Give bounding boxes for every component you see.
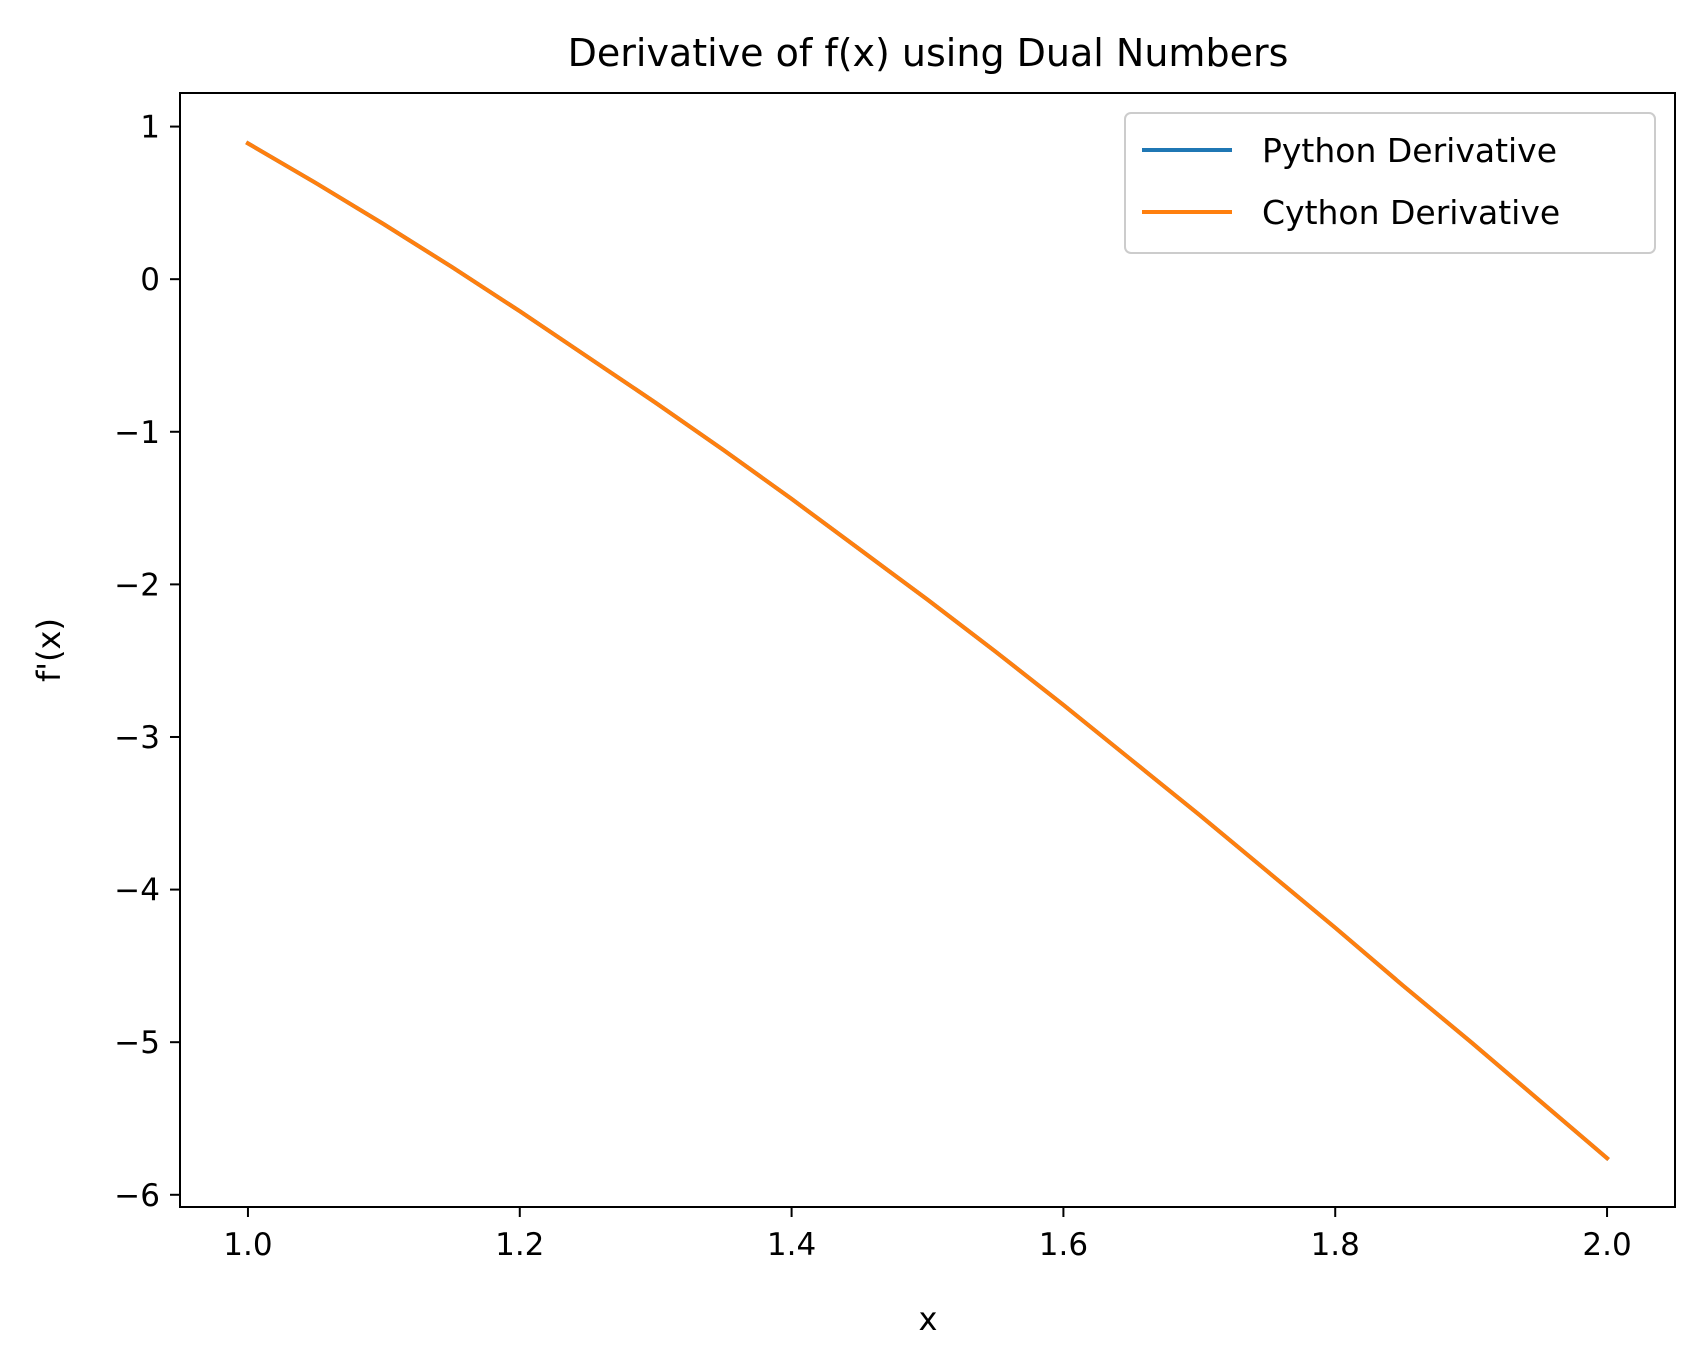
- y-tick-label: −2: [114, 567, 160, 603]
- x-tick-label: 1.6: [1039, 1227, 1088, 1263]
- y-tick-label: 1: [140, 110, 160, 146]
- legend-label-python: Python Derivative: [1262, 131, 1557, 170]
- x-axis-title: x: [919, 1300, 938, 1338]
- x-axis-ticks: 1.0 1.2 1.4 1.6 1.8 2.0: [223, 1207, 1632, 1263]
- series-layer: [245, 140, 1610, 1161]
- y-axis-ticks: 1 0 −1 −2 −3 −4 −5 −6: [114, 110, 180, 1214]
- x-tick-label: 1.8: [1311, 1227, 1360, 1263]
- x-tick-label: 1.2: [495, 1227, 544, 1263]
- y-tick-label: 0: [140, 262, 160, 298]
- legend: Python Derivative Cython Derivative: [1124, 112, 1656, 254]
- chart-title: Derivative of f(x) using Dual Numbers: [568, 31, 1289, 75]
- series-line-cython: [245, 140, 1610, 1161]
- y-tick-label: −6: [114, 1178, 160, 1214]
- legend-box: [1124, 112, 1656, 254]
- plot-frame: [179, 92, 1676, 1208]
- plot-area: [180, 93, 1675, 1207]
- y-axis-title: f'(x): [30, 618, 68, 682]
- legend-label-cython: Cython Derivative: [1262, 193, 1560, 232]
- y-tick-label: −3: [114, 720, 160, 756]
- y-tick-label: −1: [114, 415, 160, 451]
- y-tick-label: −5: [114, 1025, 160, 1061]
- y-tick-label: −4: [114, 873, 160, 909]
- x-tick-label: 1.0: [223, 1227, 272, 1263]
- x-tick-label: 1.4: [767, 1227, 816, 1263]
- x-tick-label: 2.0: [1582, 1227, 1631, 1263]
